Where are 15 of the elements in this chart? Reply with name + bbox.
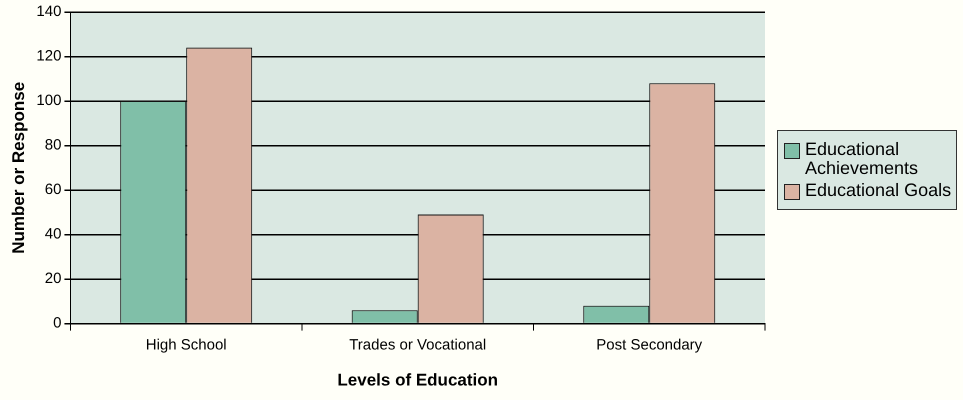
y-tick-label: 40 <box>44 226 62 243</box>
legend-label: Educational Achievements <box>805 139 920 178</box>
y-tick-label: 120 <box>36 48 62 65</box>
y-tick-label: 140 <box>36 3 62 20</box>
x-tick-label: Post Secondary <box>596 336 703 354</box>
y-tick-label: 100 <box>36 92 62 110</box>
x-tick-label: Trades or Vocational <box>349 336 486 354</box>
y-axis-title: Number or Response <box>8 82 28 254</box>
y-tick-label: 60 <box>44 181 62 198</box>
x-tick-label: High School <box>146 336 227 354</box>
x-axis-title: Levels of Education <box>337 370 498 390</box>
legend-label: Educational Goals <box>805 180 952 200</box>
y-tick-label: 20 <box>44 270 62 288</box>
y-tick-label: 80 <box>44 136 62 154</box>
y-tick-label: 0 <box>53 314 62 332</box>
